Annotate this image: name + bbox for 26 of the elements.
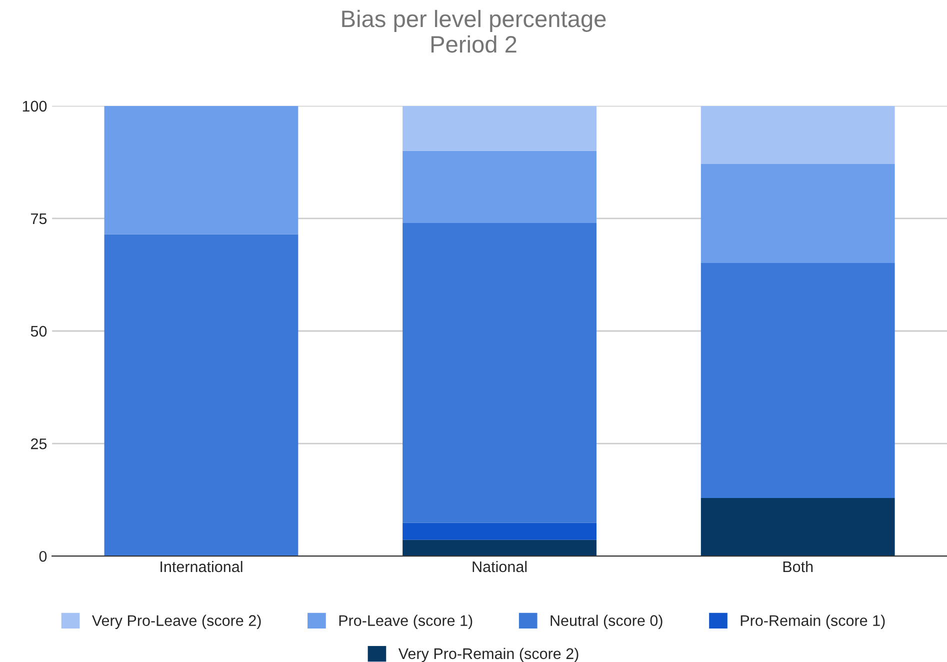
bar xyxy=(700,164,895,264)
x-tick-label: National xyxy=(472,560,527,572)
bar xyxy=(402,540,596,556)
legend-label: Pro-Remain (score 1) xyxy=(740,614,885,630)
y-tick-label: 0 xyxy=(39,550,47,562)
y-tick-label: 75 xyxy=(31,213,47,224)
legend-label: Very Pro-Leave (score 2) xyxy=(92,614,261,630)
legend-label: Very Pro-Remain (score 2) xyxy=(398,648,578,662)
chart-title: Bias per level percentage xyxy=(342,10,606,32)
y-tick-label: 50 xyxy=(30,326,47,337)
y-tick-label: 25 xyxy=(31,438,47,450)
bar xyxy=(700,498,895,556)
bar xyxy=(104,234,298,556)
legend-label: Pro-Leave (score 1) xyxy=(339,614,472,630)
bar xyxy=(402,150,596,223)
legend-label: Neutral (score 0) xyxy=(550,614,662,630)
x-tick-label: Both xyxy=(783,560,813,572)
bar xyxy=(700,263,895,498)
bar xyxy=(700,106,895,164)
bar xyxy=(402,522,596,540)
bar xyxy=(402,222,596,523)
chart-subtitle: Period 2 xyxy=(431,35,516,53)
y-tick-label: 100 xyxy=(22,100,47,112)
x-tick-label: International xyxy=(160,560,242,572)
bar xyxy=(402,106,596,151)
bar xyxy=(104,106,298,234)
